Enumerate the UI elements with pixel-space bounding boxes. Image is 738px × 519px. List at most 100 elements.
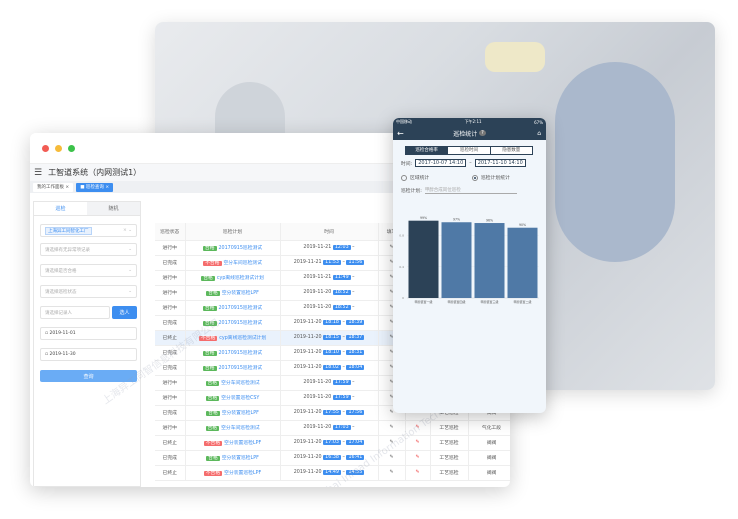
- edit-icon[interactable]: ✎: [405, 435, 431, 451]
- tab-inspection[interactable]: 巡检: [55, 206, 66, 212]
- result-badge: 合格: [205, 426, 220, 431]
- select-person-button[interactable]: 选人: [112, 306, 137, 319]
- plan-input[interactable]: 甲醇合成岗位巡检: [424, 187, 517, 194]
- radio-plan-label: 巡检计划统计: [481, 176, 510, 181]
- plan-link[interactable]: 20170915巡检测试: [218, 366, 263, 371]
- plan-link[interactable]: 空分装置巡检LPF: [221, 456, 259, 461]
- time-cell: 2019-11-20 18:15 – 18:37: [280, 330, 379, 346]
- end-time: 18:31: [346, 350, 365, 355]
- date-from-input[interactable]: 2017-10-07 14:10: [415, 159, 467, 167]
- segment-pass-rate[interactable]: 巡检合格率: [406, 147, 449, 154]
- result-badge: 合格: [206, 411, 220, 416]
- factory-select[interactable]: 上海异工同智化工厂 × ⌄: [40, 224, 137, 237]
- plan-cell: 合格 20170915巡检测试: [185, 240, 281, 256]
- start-time: 16:38: [323, 455, 341, 460]
- qualified-select[interactable]: 请选择是否合格 ⌄: [40, 264, 137, 277]
- end-date-input[interactable]: ▫ 2019-11-30: [40, 348, 137, 361]
- edit-icon[interactable]: ✎: [405, 420, 431, 436]
- start-time: 18:52: [332, 290, 351, 295]
- table-row[interactable]: 已终止 不合格 空分装置巡检LPF 2019-11-20 17:03 – 17:0…: [155, 435, 510, 451]
- plan-link[interactable]: cyp离线巡检测试计划: [219, 336, 267, 341]
- end-time: 11:56: [346, 260, 365, 265]
- battery: 67%: [534, 119, 543, 125]
- home-icon[interactable]: ⌂: [537, 129, 541, 137]
- status-cell: 已完成: [155, 315, 186, 331]
- date: 2019-11-20: [303, 395, 332, 400]
- segment-time[interactable]: 巡检时间: [448, 147, 491, 154]
- status-cell: 进行中: [155, 375, 186, 391]
- recorder-input[interactable]: 请选择记录人: [40, 306, 110, 319]
- help-icon[interactable]: ?: [479, 130, 486, 136]
- plan-link[interactable]: 空分装置巡检LPF: [224, 441, 262, 446]
- plan-link[interactable]: 空分车间巡检测试: [221, 426, 260, 431]
- plan-cell: 合格 20170915巡检测试: [185, 300, 281, 316]
- date-to-input[interactable]: 2017-11-10 14:10: [474, 159, 526, 167]
- carrier: 中国移动: [396, 119, 412, 124]
- bar: [474, 223, 505, 298]
- plan-link[interactable]: 空分装置巡检LPF: [221, 291, 259, 296]
- time-cell: 2019-11-20 18:18 – 18:39: [280, 315, 379, 331]
- type-cell: 工艺巡检: [430, 420, 469, 436]
- time-cell: 2019-11-20 14:49 – 14:55: [280, 465, 379, 481]
- date: 2019-11-20: [293, 410, 322, 415]
- plan-link[interactable]: 空分装置巡检LPF: [221, 411, 259, 416]
- plan-link[interactable]: cyp离线巡检测试计划: [216, 276, 264, 281]
- plan-link[interactable]: 20170915巡检测试: [218, 246, 263, 251]
- table-row[interactable]: 已终止 不合格 空分装置巡检LPF 2019-11-20 14:49 – 14:5…: [155, 465, 510, 481]
- plan-link[interactable]: 20170915巡检测试: [218, 351, 263, 356]
- close-button[interactable]: [42, 144, 49, 152]
- plan-cell: 合格 cyp离线巡检测试计划: [185, 270, 281, 286]
- plan-link[interactable]: 空分车间巡检测试: [221, 381, 260, 386]
- tab-workbench[interactable]: 我的工作面板 ×: [33, 182, 74, 192]
- tab-label: 我的工作面板: [37, 185, 64, 190]
- plan-link[interactable]: 空分装置巡检LPF: [224, 471, 262, 476]
- maximize-button[interactable]: [68, 144, 75, 152]
- end-time: 18:39: [346, 320, 365, 325]
- screen-title: 巡检统计: [453, 130, 478, 138]
- query-button[interactable]: 查询: [40, 370, 137, 382]
- header-status: 巡检状态: [155, 223, 186, 241]
- result-badge: 不合格: [203, 471, 223, 476]
- status-cell: 已完成: [155, 345, 186, 361]
- start-date-input[interactable]: ▫ 2019-11-01: [40, 327, 137, 340]
- plan-link[interactable]: 空分装置巡检CSY: [221, 396, 260, 401]
- time-cell: 2019-11-20 17:59 –: [280, 375, 379, 391]
- plan-link[interactable]: 空分车间巡检测试: [223, 261, 262, 266]
- radio-plan[interactable]: [472, 174, 478, 181]
- back-arrow-icon[interactable]: ←: [397, 128, 404, 138]
- date: 2019-11-20: [303, 380, 332, 385]
- time-cell: 2019-11-20 18:52 –: [280, 285, 379, 301]
- start-time: 18:02: [323, 365, 341, 370]
- status-cell: 进行中: [155, 285, 186, 301]
- plan-cell: 合格 20170915巡检测试: [185, 345, 281, 361]
- tab-inspection-query[interactable]: ■ 巡检查询 ×: [76, 182, 114, 192]
- table-row[interactable]: 已完成 合格 空分装置巡检LPF 2019-11-20 16:38 – 16:41…: [155, 450, 510, 466]
- radio-area[interactable]: [401, 174, 407, 181]
- area-cell: 阀阀: [468, 450, 510, 466]
- tab-random[interactable]: 随机: [87, 202, 140, 215]
- plan-cell: 合格 空分车间巡检测试: [185, 375, 281, 391]
- plan-cell: 不合格 空分装置巡检LPF: [185, 465, 281, 481]
- segment-hazards[interactable]: 隐患数量: [490, 147, 532, 154]
- date: 2019-11-20: [303, 305, 332, 310]
- table-row[interactable]: 进行中 合格 空分车间巡检测试 2019-11-20 17:03 – ✎ ✎ 工艺…: [155, 420, 510, 436]
- abnormal-select[interactable]: 请选择有无异常项记录 ⌄: [40, 243, 137, 256]
- status-cell: 进行中: [155, 300, 186, 316]
- plan-link[interactable]: 20170915巡检测试: [218, 306, 263, 311]
- date: 2019-11-20: [293, 365, 322, 370]
- edit-icon[interactable]: ✎: [405, 450, 431, 466]
- start-time: 11:53: [323, 260, 341, 265]
- result-badge: 合格: [202, 246, 217, 251]
- edit-icon[interactable]: ✎: [405, 465, 431, 481]
- plan-link[interactable]: 20170915巡检测试: [218, 321, 263, 326]
- status-select[interactable]: 请选择巡检状态 ⌄: [40, 285, 137, 298]
- bar: [408, 220, 439, 298]
- menu-icon[interactable]: ☰: [34, 167, 43, 178]
- plan-label: 巡检计划:: [401, 189, 422, 194]
- area-cell: 阀阀: [468, 435, 510, 451]
- placeholder: 请选择记录人: [45, 310, 72, 316]
- minimize-button[interactable]: [55, 144, 62, 152]
- date: 2019-11-20: [293, 470, 322, 475]
- date: 2019-11-20: [293, 320, 322, 325]
- start-time: 17:59: [332, 380, 351, 385]
